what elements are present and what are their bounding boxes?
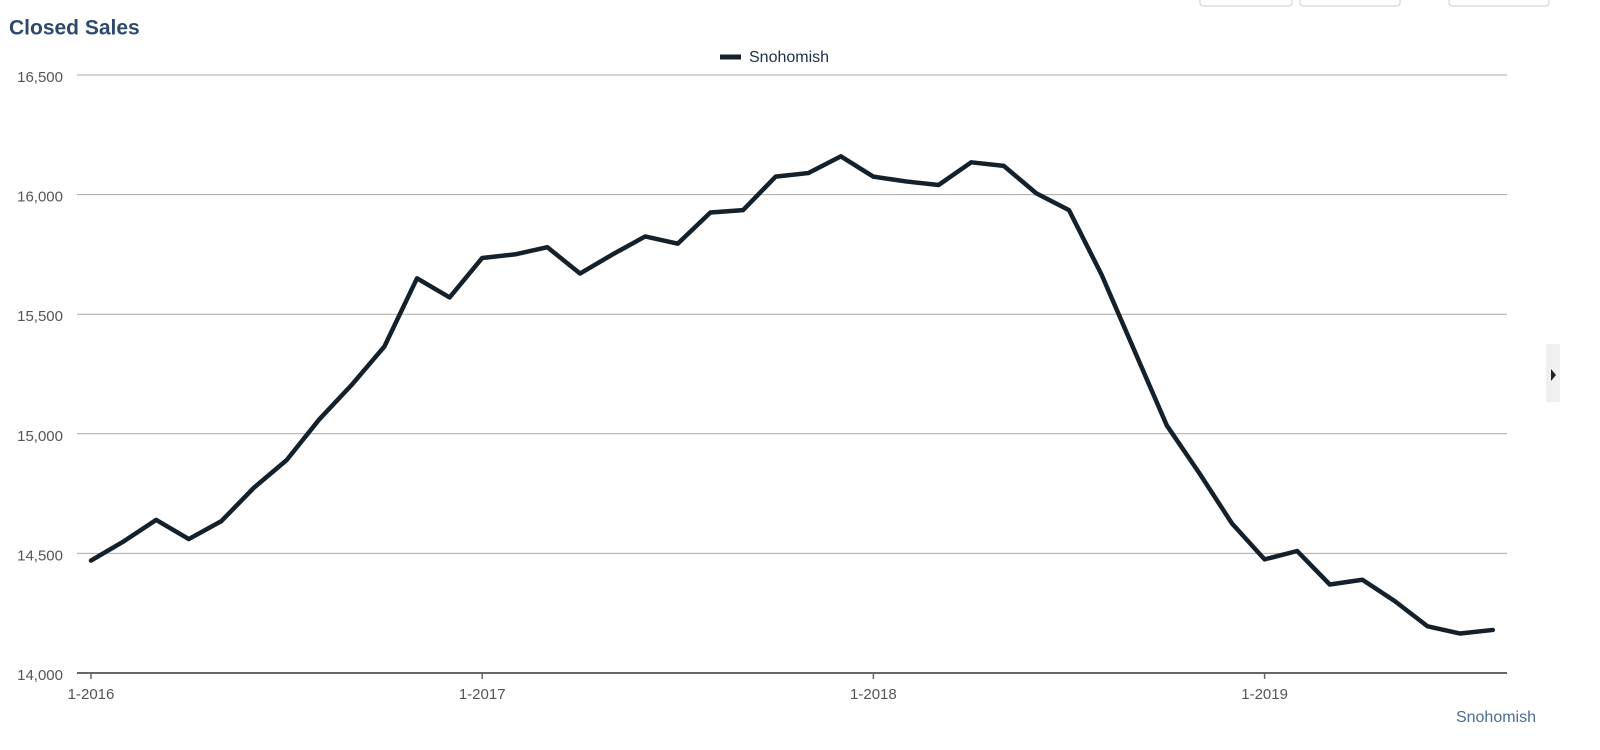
toolbar-button[interactable]: [1299, 0, 1401, 7]
legend-label: Snohomish: [749, 49, 829, 66]
footer-label: Snohomish: [1456, 709, 1536, 726]
y-tick-label: 15,000: [17, 428, 63, 445]
x-tick-label: 1-2016: [68, 686, 115, 703]
data-line: [88, 154, 1496, 636]
y-tick-label: 14,500: [17, 547, 63, 564]
y-tick-label: 16,500: [17, 69, 63, 86]
y-tick-label: 14,000: [17, 667, 63, 684]
toolbar-button[interactable]: [1448, 0, 1550, 7]
y-tick-label: 15,500: [17, 308, 63, 325]
side-toggle-arrow: [1551, 369, 1556, 381]
chart-title: Closed Sales: [9, 17, 140, 40]
x-tick-label: 1-2017: [459, 686, 506, 703]
x-tick-label: 1-2019: [1241, 686, 1288, 703]
toolbar-button[interactable]: [1199, 0, 1293, 7]
y-tick-label: 16,000: [17, 189, 63, 206]
x-tick-label: 1-2018: [850, 686, 897, 703]
